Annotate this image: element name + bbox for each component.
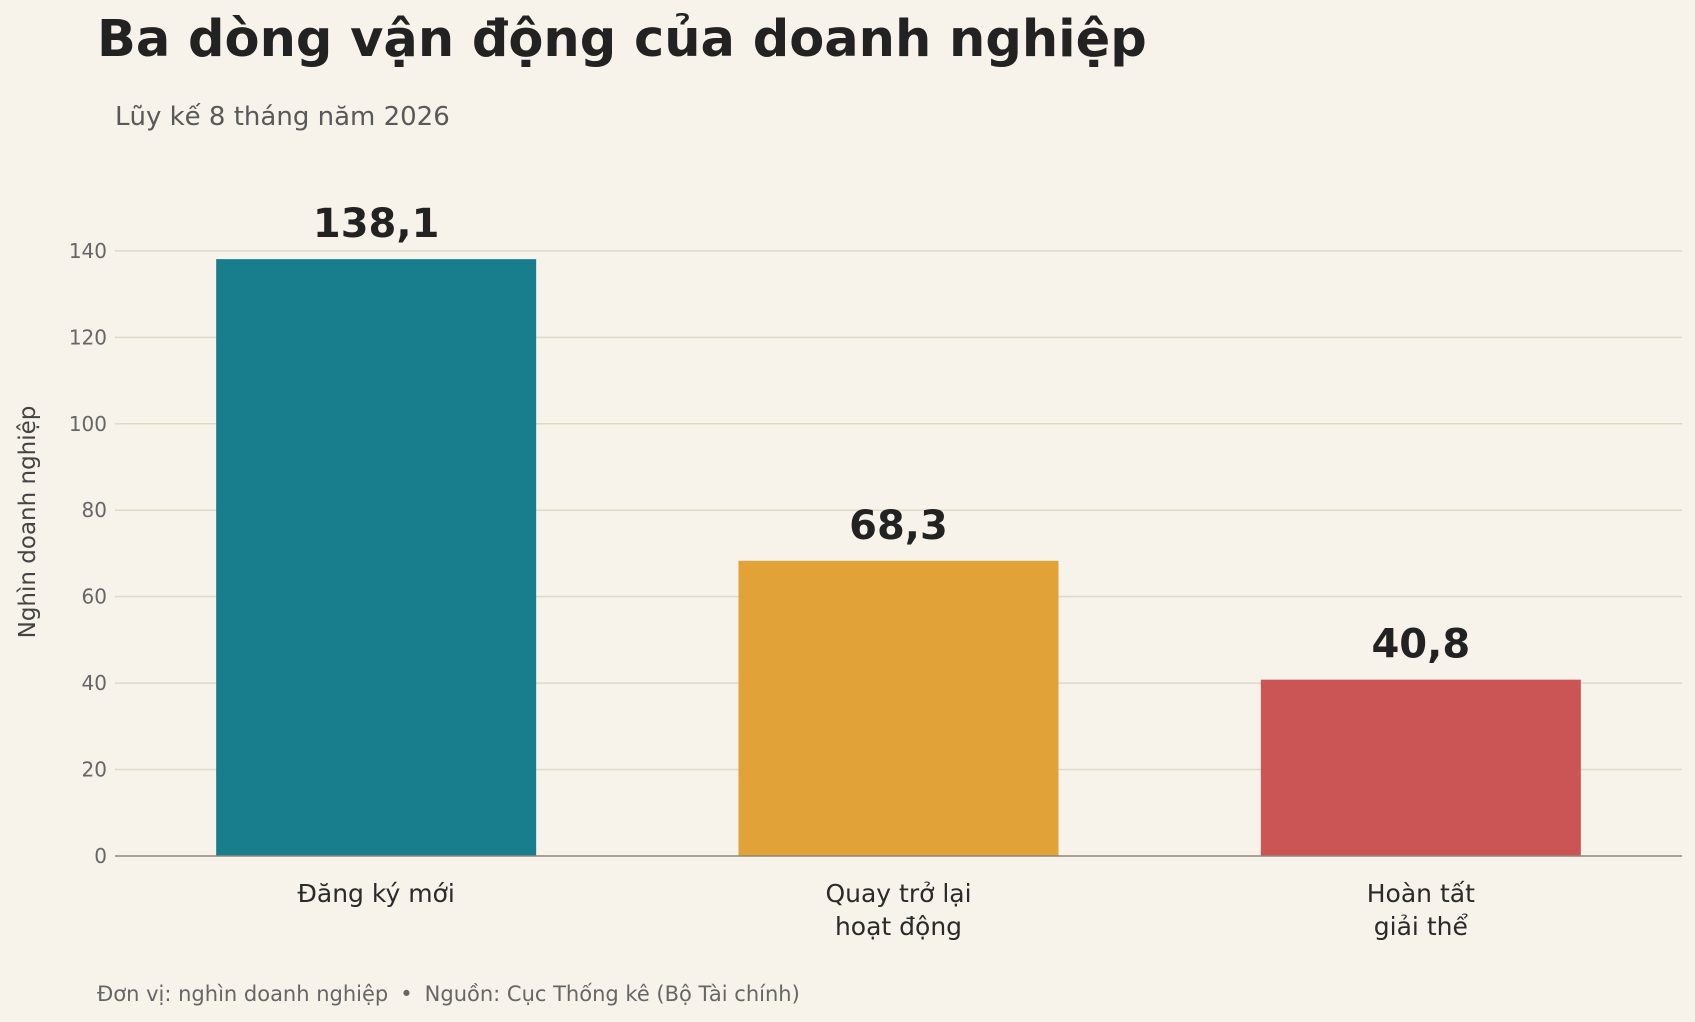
value-labels: 138,1 68,3 40,8 xyxy=(313,201,1470,668)
x-tick-label: Đăng ký mới xyxy=(298,879,455,908)
value-label: 68,3 xyxy=(849,503,948,549)
value-label: 138,1 xyxy=(313,201,440,247)
y-tick-label: 120 xyxy=(69,325,107,349)
x-tick-label-line: giải thể xyxy=(1374,912,1469,941)
x-tick-labels: Đăng ký mới Quay trở lại hoạt động Hoàn tất… xyxy=(298,879,1476,941)
y-tick-label: 40 xyxy=(82,671,107,695)
x-tick-label: Quay trở lại hoạt động xyxy=(825,879,971,941)
bar xyxy=(738,560,1059,856)
y-tick-label: 140 xyxy=(69,239,107,263)
x-tick-label-line: hoạt động xyxy=(835,912,962,941)
x-tick-label-line: Hoàn tất xyxy=(1367,879,1475,908)
x-tick-label-line: Đăng ký mới xyxy=(298,879,455,908)
source-note: Nguồn: Cục Thống kê (Bộ Tài chính) xyxy=(424,982,800,1006)
bars xyxy=(216,259,1581,856)
y-tick-label: 20 xyxy=(82,758,107,782)
unit-note: Đơn vị: nghìn doanh nghiệp xyxy=(97,982,389,1006)
footer-separator: • xyxy=(400,982,413,1006)
y-tick-labels: 0 20 40 60 80 100 120 140 xyxy=(69,239,107,868)
bar xyxy=(216,259,537,856)
y-tick-label: 0 xyxy=(94,844,107,868)
y-tick-label: 60 xyxy=(82,585,107,609)
value-label: 40,8 xyxy=(1371,622,1470,668)
bar xyxy=(1260,679,1581,856)
chart-title: Ba dòng vận động của doanh nghiệp xyxy=(97,10,1147,69)
y-tick-label: 80 xyxy=(82,498,107,522)
x-tick-label: Hoàn tất giải thể xyxy=(1367,879,1475,941)
x-tick-label-line: Quay trở lại xyxy=(825,879,971,908)
y-tick-label: 100 xyxy=(69,412,107,436)
footer-note: Đơn vị: nghìn doanh nghiệp • Nguồn: Cục Th… xyxy=(97,982,800,1006)
chart-subtitle: Lũy kế 8 tháng năm 2026 xyxy=(115,102,450,132)
y-axis-label: Nghìn doanh nghiệp xyxy=(15,406,41,639)
